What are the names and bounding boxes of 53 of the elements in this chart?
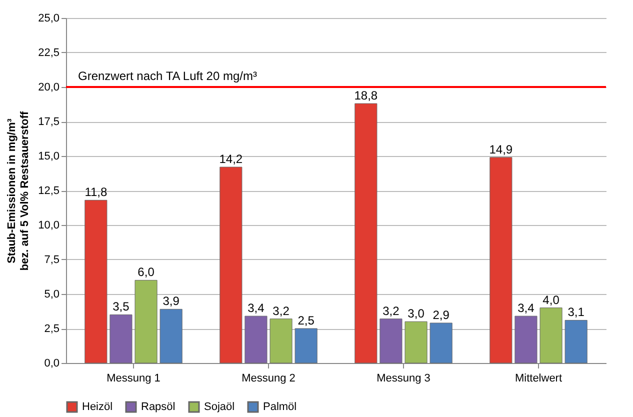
bar	[160, 308, 182, 364]
x-tick-label: Mittelwert	[514, 372, 562, 384]
y-tick-label: 25,0	[38, 12, 60, 24]
x-tick-label: Messung 3	[376, 372, 430, 384]
data-label: 4,0	[542, 292, 560, 307]
data-label: 3,4	[248, 301, 265, 316]
data-label: 3,2	[382, 304, 400, 318]
bar	[134, 280, 158, 364]
legend-label: Sojaöl	[204, 401, 235, 413]
y-tick-label: 12,5	[38, 185, 60, 197]
y-tick-label: 2,5	[44, 323, 60, 335]
y-tick-label: 5,0	[44, 288, 60, 300]
y-tick-label: 20,0	[38, 82, 60, 94]
y-tick-label: 0,0	[44, 358, 60, 370]
bar	[490, 157, 512, 364]
data-label: 14,9	[489, 142, 513, 156]
data-label: 3,2	[272, 304, 290, 318]
data-label: 3,9	[162, 294, 180, 308]
bar	[564, 320, 588, 364]
data-label: 2,5	[298, 314, 315, 328]
data-label: 3,5	[112, 300, 130, 314]
y-tick-label: 7,5	[44, 254, 60, 266]
bar	[404, 321, 428, 364]
legend-label: Heizöl	[82, 401, 113, 413]
bar	[84, 200, 108, 364]
x-tick-label: Messung 2	[242, 372, 296, 384]
data-label: 18,8	[354, 88, 378, 103]
x-tick-label: Messung 1	[106, 372, 160, 384]
bar	[540, 308, 562, 364]
data-label: 3,4	[518, 301, 535, 316]
data-label: 14,2	[219, 152, 243, 166]
bar	[270, 318, 292, 364]
data-label: 11,8	[84, 185, 108, 200]
bar	[110, 314, 132, 364]
legend-label: Palmöl	[263, 401, 297, 413]
ref-line-label: Grenzwert nach TA Luft 20 mg/m³	[78, 69, 257, 83]
bar	[220, 166, 242, 364]
legend-label: Rapsöl	[141, 401, 176, 413]
y-tick-label: 17,5	[38, 116, 60, 128]
bar	[244, 316, 268, 364]
y-tick-label: 15,0	[38, 150, 60, 162]
data-label: 6,0	[138, 265, 155, 280]
bar	[294, 328, 318, 364]
y-tick-label: 22,5	[38, 47, 60, 59]
data-label: 2,9	[432, 308, 450, 322]
data-label: 3,0	[408, 306, 425, 321]
bar	[354, 103, 378, 364]
bar	[430, 322, 452, 364]
y-axis-title: Staub-Emissionen in mg/m³ bez. auf 5 Vol% Restsauerstoff	[6, 111, 32, 271]
y-tick-label: 10,0	[38, 220, 60, 232]
bar	[380, 318, 402, 364]
bar	[514, 316, 538, 364]
data-label: 3,1	[568, 305, 585, 320]
